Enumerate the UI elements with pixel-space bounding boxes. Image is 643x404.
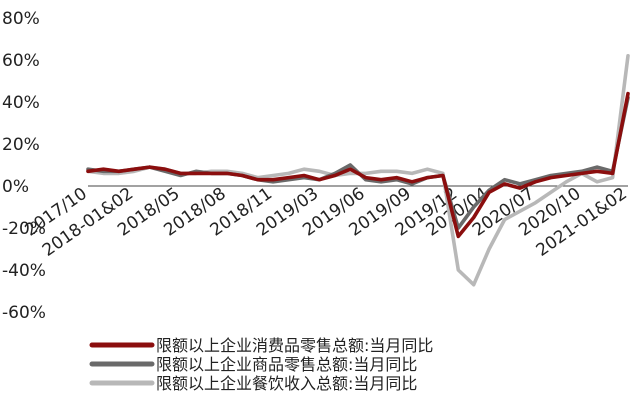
x-axis: 2017/102018-01&022018/052018/082018/1120… xyxy=(22,184,631,261)
legend-label-2: 限额以上企业餐饮收入总额:当月同比 xyxy=(156,374,417,393)
y-tick-label: 80% xyxy=(2,9,40,29)
y-tick-label: 20% xyxy=(2,135,40,155)
y-tick-label: 60% xyxy=(2,51,40,71)
legend-label-1: 限额以上企业商品零售总额:当月同比 xyxy=(156,355,417,374)
y-tick-label: -40% xyxy=(2,261,46,281)
legend-label-0: 限额以上企业消费品零售总额:当月同比 xyxy=(156,336,433,355)
y-tick-label: 40% xyxy=(2,93,40,113)
y-tick-label: 0% xyxy=(2,177,29,197)
series-line-0 xyxy=(86,91,630,239)
y-tick-label: -20% xyxy=(2,219,46,239)
series-layer xyxy=(86,54,630,287)
y-axis: -60% -40% -20% 0% 20% 40% 60% 80% xyxy=(2,9,46,323)
legend: 限额以上企业消费品零售总额:当月同比限额以上企业商品零售总额:当月同比限额以上企… xyxy=(89,336,433,393)
y-tick-label: -60% xyxy=(2,303,46,323)
